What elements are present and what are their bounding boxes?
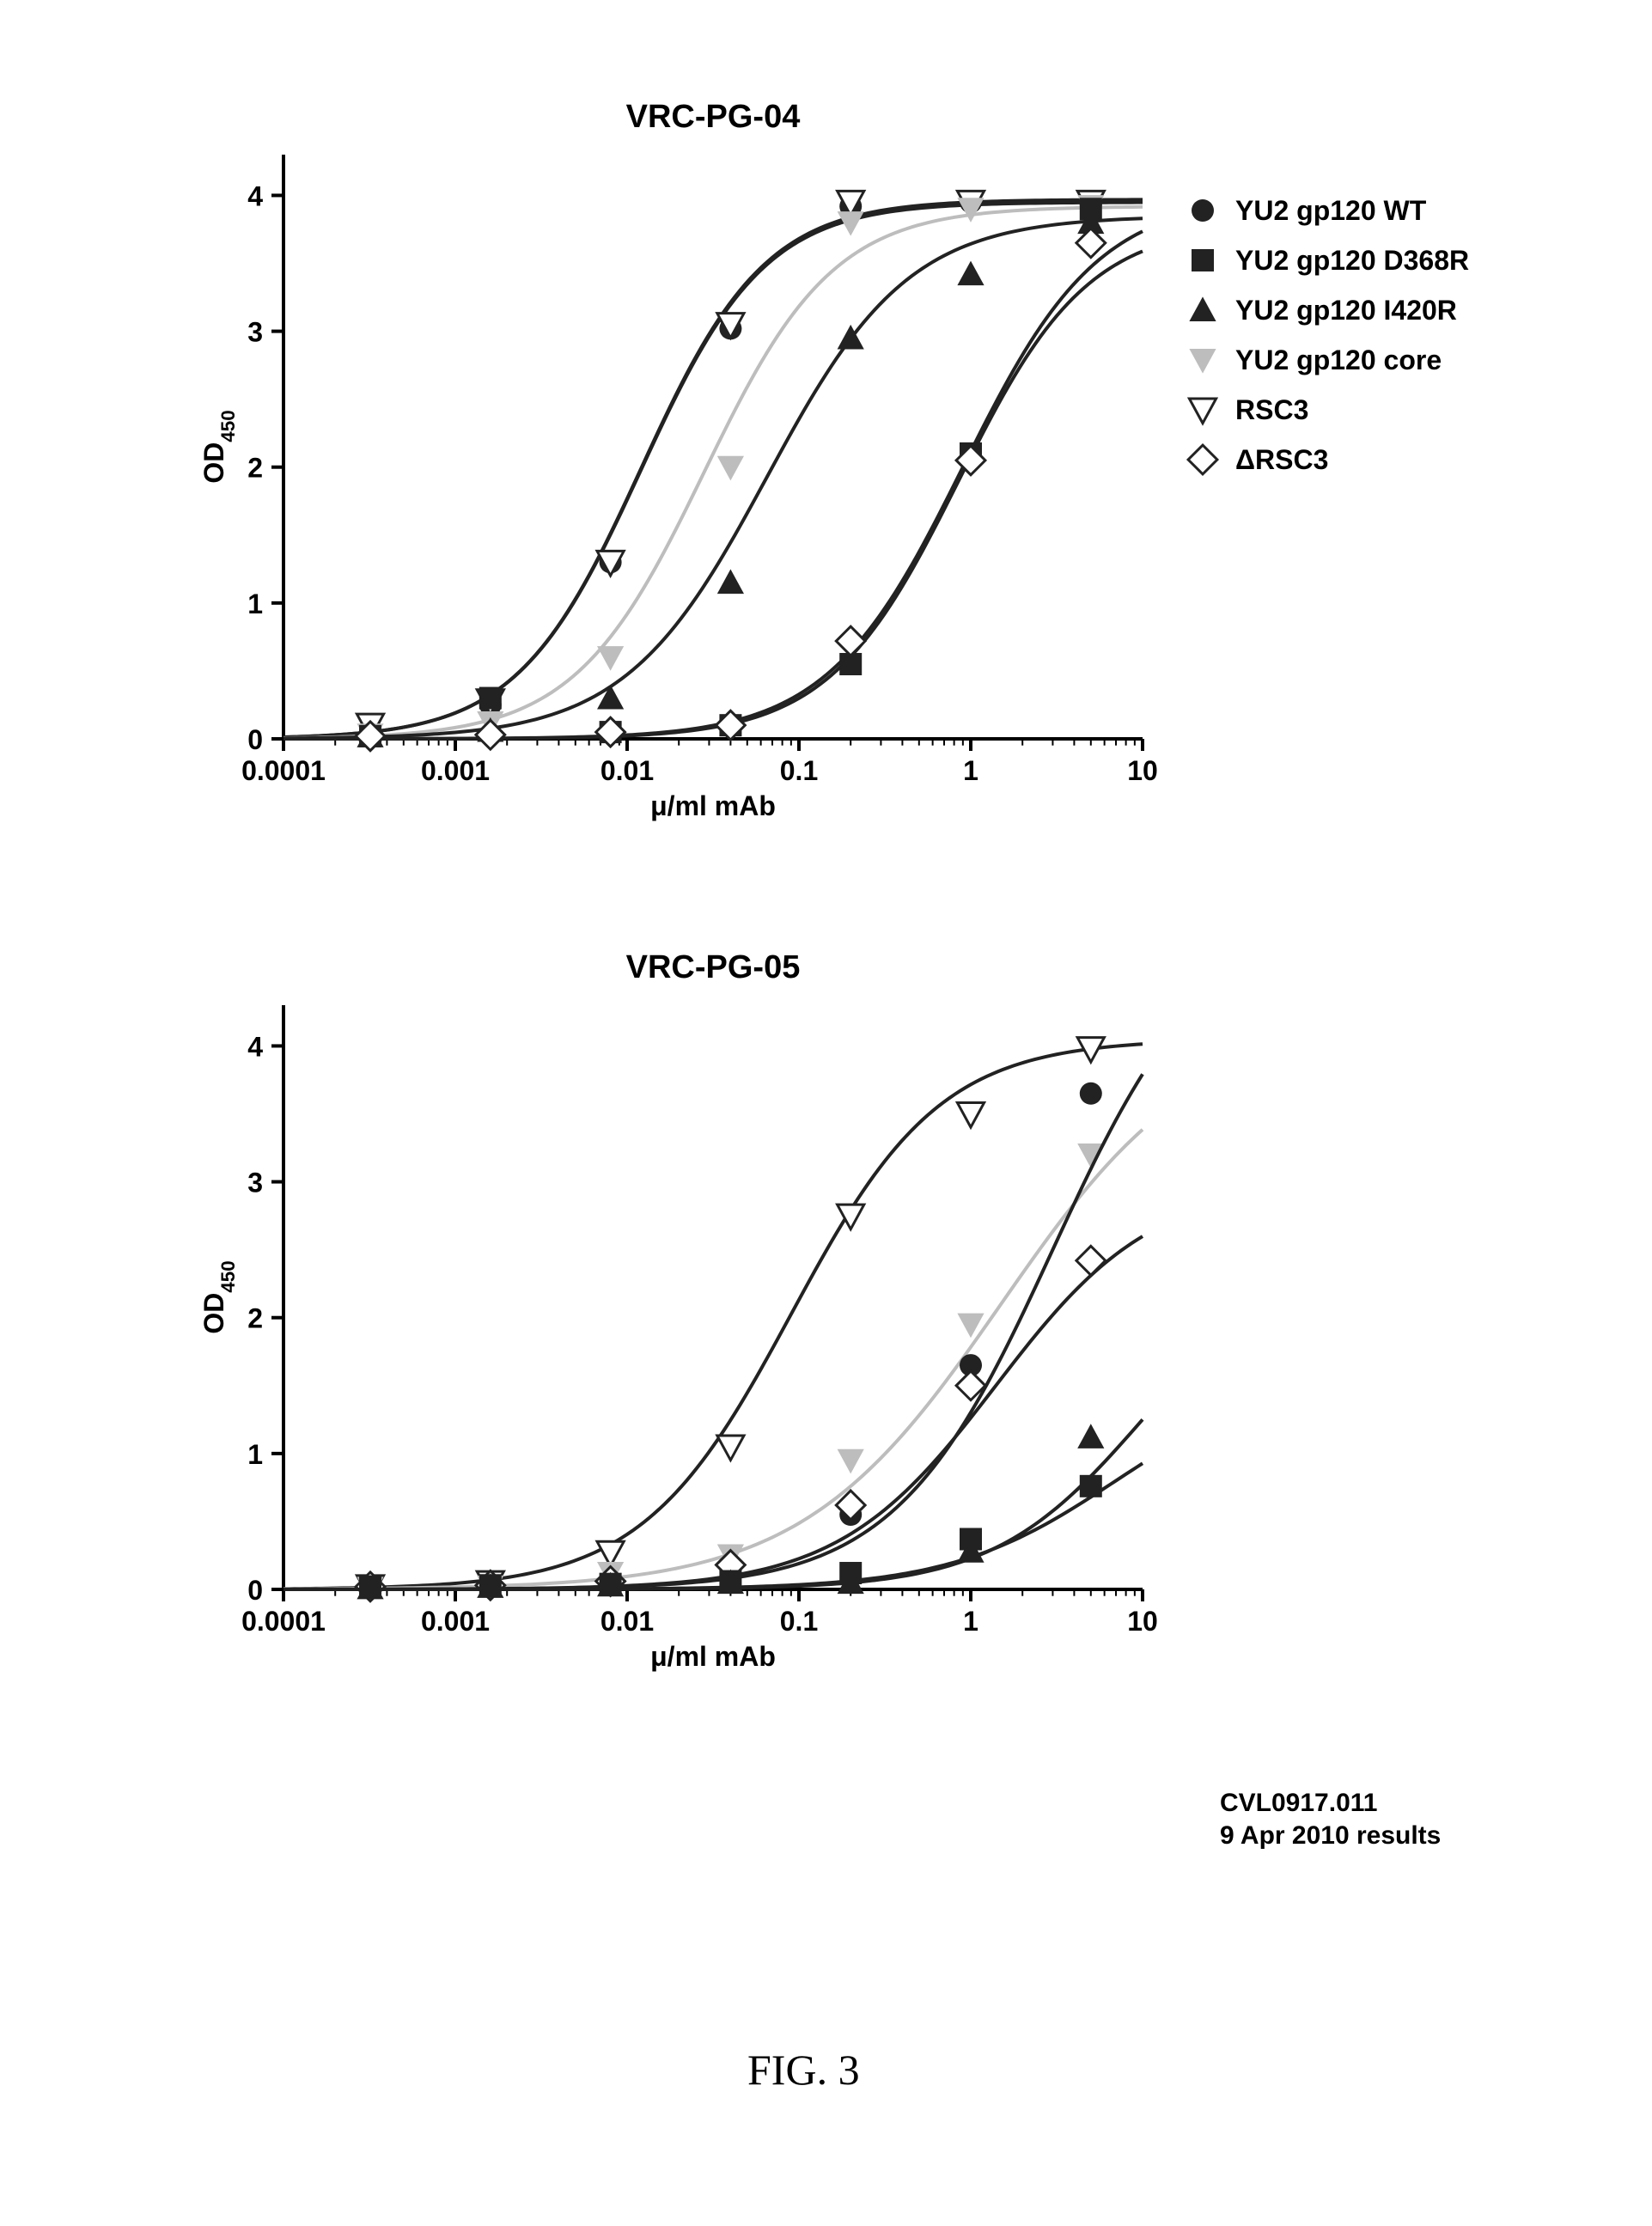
svg-text:0.0001: 0.0001: [241, 755, 326, 786]
legend-label: YU2 gp120 WT: [1235, 195, 1426, 227]
svg-text:0: 0: [247, 1575, 263, 1606]
legend-item: YU2 gp120 WT: [1186, 193, 1469, 228]
legend-marker-icon: [1186, 293, 1220, 327]
svg-text:10: 10: [1127, 755, 1158, 786]
page: VRC-PG-04 012340.00010.0010.010.1110OD45…: [0, 0, 1652, 2226]
legend-label: YU2 gp120 core: [1235, 345, 1442, 376]
legend-marker-icon: [1186, 243, 1220, 277]
svg-text:0.01: 0.01: [600, 755, 654, 786]
legend-label: YU2 gp120 D368R: [1235, 245, 1469, 277]
svg-text:2: 2: [247, 1303, 263, 1334]
legend-item: YU2 gp120 I420R: [1186, 293, 1469, 327]
chart1-plot: 0 1 2 3 4 0.0001 0.001 0.01 0.1 1 10 OD450 μ/ml mAb: [198, 129, 1228, 842]
legend-item: ΔRSC3: [1186, 442, 1469, 477]
svg-text:1: 1: [963, 755, 978, 786]
legend-item: YU2 gp120 D368R: [1186, 243, 1469, 277]
footer-note: CVL0917.011 9 Apr 2010 results: [1220, 1787, 1441, 1851]
svg-text:μ/ml mAb: μ/ml mAb: [650, 1641, 776, 1672]
svg-text:1: 1: [963, 1606, 978, 1637]
svg-text:10: 10: [1127, 1606, 1158, 1637]
svg-text:OD450: OD450: [198, 1260, 239, 1333]
svg-text:3: 3: [247, 317, 263, 348]
svg-text:1: 1: [247, 589, 263, 619]
legend-item: YU2 gp120 core: [1186, 343, 1469, 377]
legend-item: RSC3: [1186, 393, 1469, 427]
footer-line1: CVL0917.011: [1220, 1787, 1441, 1820]
svg-text:4: 4: [247, 180, 263, 211]
svg-text:μ/ml mAb: μ/ml mAb: [650, 790, 776, 821]
legend: YU2 gp120 WT YU2 gp120 D368R YU2 gp120 I42…: [1186, 193, 1469, 492]
legend-label: YU2 gp120 I420R: [1235, 295, 1457, 326]
svg-text:4: 4: [247, 1031, 263, 1062]
legend-marker-icon: [1186, 343, 1220, 377]
svg-text:0.1: 0.1: [780, 1606, 818, 1637]
svg-text:0.0001: 0.0001: [241, 1606, 326, 1637]
svg-text:0.001: 0.001: [421, 755, 490, 786]
svg-text:0.1: 0.1: [780, 755, 818, 786]
figure-caption: FIG. 3: [747, 2045, 860, 2095]
chart2-plot: 0 1 2 3 4 0.0001 0.001 0.01 0.1 1 10 OD450 μ/ml mAb: [198, 979, 1228, 1692]
svg-text:0: 0: [247, 724, 263, 755]
svg-text:0.001: 0.001: [421, 1606, 490, 1637]
svg-text:3: 3: [247, 1168, 263, 1198]
legend-marker-icon: [1186, 442, 1220, 477]
legend-label: ΔRSC3: [1235, 444, 1328, 476]
legend-marker-icon: [1186, 193, 1220, 228]
svg-text:OD450: OD450: [198, 410, 239, 483]
legend-marker-icon: [1186, 393, 1220, 427]
footer-line2: 9 Apr 2010 results: [1220, 1820, 1441, 1852]
legend-label: RSC3: [1235, 394, 1308, 426]
svg-text:1: 1: [247, 1439, 263, 1470]
svg-text:0.01: 0.01: [600, 1606, 654, 1637]
svg-text:2: 2: [247, 453, 263, 484]
